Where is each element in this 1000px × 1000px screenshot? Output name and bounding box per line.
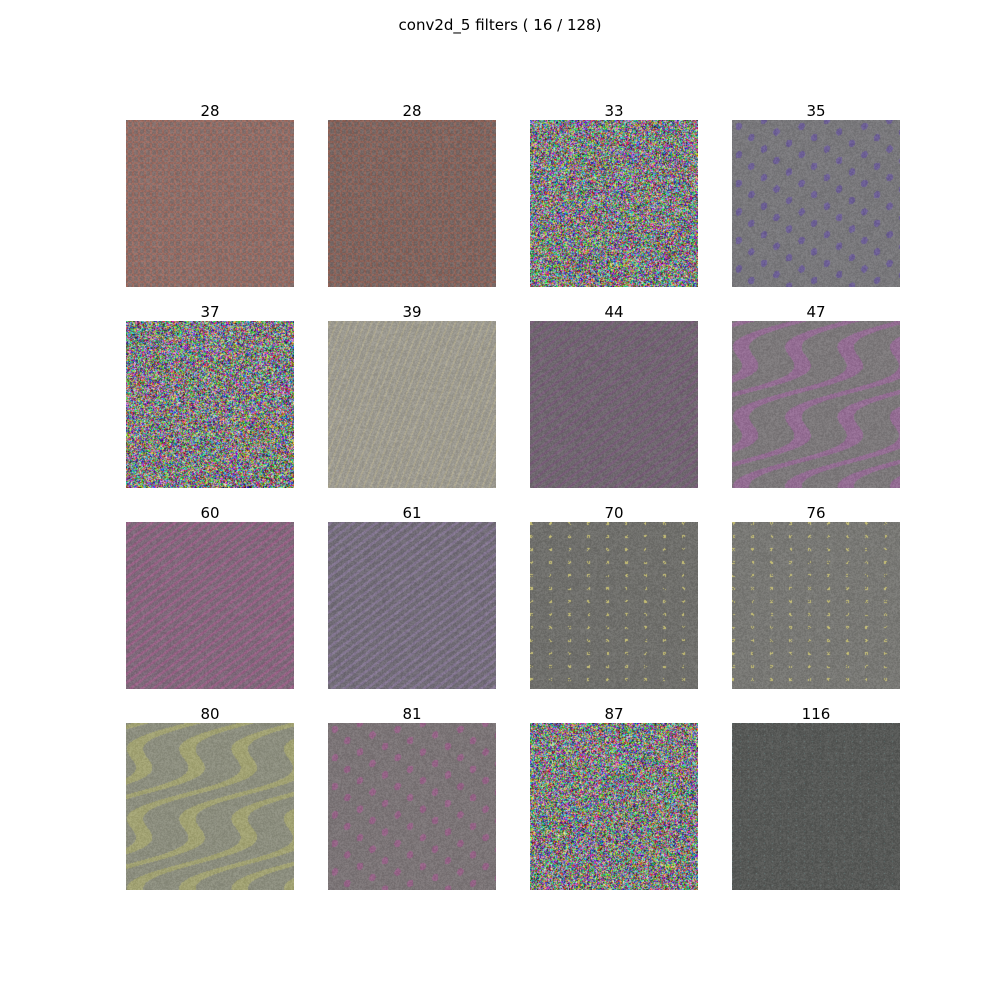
filter-label: 28	[200, 102, 220, 120]
filter-panel: 60	[126, 504, 294, 689]
filter-panel: 81	[328, 705, 496, 890]
filter-label: 76	[806, 504, 826, 522]
filter-label: 28	[402, 102, 422, 120]
filter-panel: 33	[530, 102, 698, 287]
filter-image	[328, 321, 496, 488]
filter-image	[126, 321, 294, 488]
filter-image	[328, 120, 496, 287]
filter-panel: 80	[126, 705, 294, 890]
filter-label: 47	[806, 303, 826, 321]
filter-image	[530, 321, 698, 488]
filter-panel: 37	[126, 303, 294, 488]
figure-title: conv2d_5 filters ( 16 / 128)	[398, 16, 602, 34]
filter-panel: 76	[732, 504, 900, 689]
filter-panel: 116	[732, 705, 900, 890]
filter-image	[732, 723, 900, 890]
filter-panel: 39	[328, 303, 496, 488]
filter-label: 37	[200, 303, 220, 321]
filter-image	[328, 522, 496, 689]
filter-label: 60	[200, 504, 220, 522]
filter-panel: 35	[732, 102, 900, 287]
filter-label: 33	[604, 102, 624, 120]
filter-label: 87	[604, 705, 624, 723]
filter-panel: 44	[530, 303, 698, 488]
filter-label: 35	[806, 102, 826, 120]
filter-image	[732, 120, 900, 287]
filter-panel: 47	[732, 303, 900, 488]
filter-label: 81	[402, 705, 422, 723]
filter-panel: 28	[126, 102, 294, 287]
filter-label: 80	[200, 705, 220, 723]
filter-image	[126, 723, 294, 890]
filter-label: 61	[402, 504, 422, 522]
filter-label: 39	[402, 303, 422, 321]
filter-image	[126, 120, 294, 287]
filter-label: 116	[801, 705, 831, 723]
filter-label: 70	[604, 504, 624, 522]
filter-panel: 70	[530, 504, 698, 689]
filter-panel: 28	[328, 102, 496, 287]
filter-image	[732, 522, 900, 689]
filter-image	[126, 522, 294, 689]
filter-panel: 87	[530, 705, 698, 890]
filter-image	[530, 120, 698, 287]
filter-image	[732, 321, 900, 488]
filter-image	[530, 723, 698, 890]
filter-image	[530, 522, 698, 689]
filter-panel: 61	[328, 504, 496, 689]
filter-label: 44	[604, 303, 624, 321]
filter-image	[328, 723, 496, 890]
